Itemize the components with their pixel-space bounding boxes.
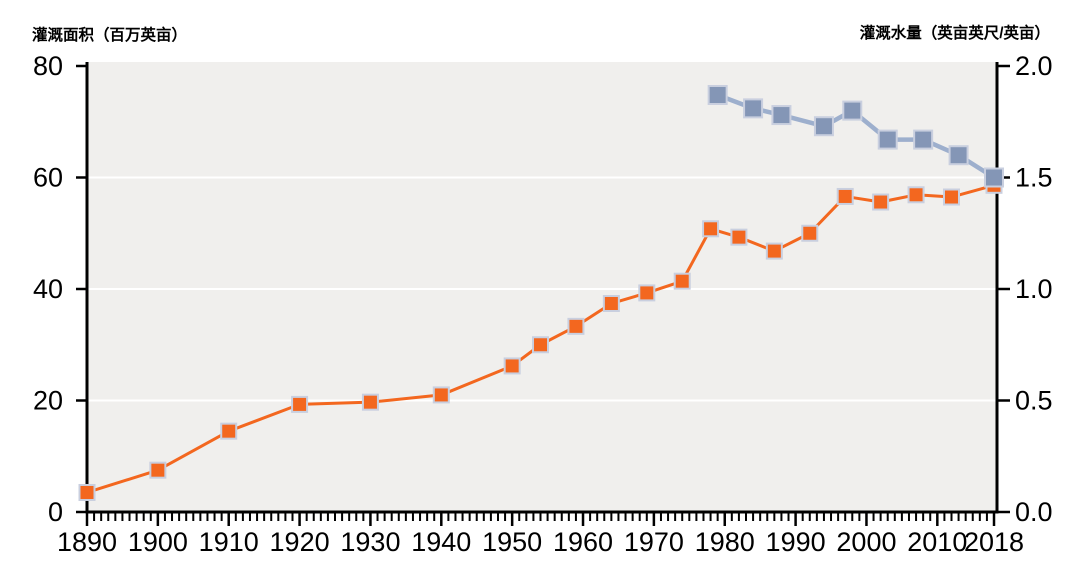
right-axis-title: 灌溉水量（英亩英尺/英亩） [859,25,1050,42]
water-data-marker [842,100,863,121]
area-data-marker [503,357,521,375]
area-data-marker [836,187,854,205]
area-data-marker [730,228,748,246]
y-left-tick-label: 60 [33,163,63,193]
area-data-marker [702,220,720,238]
area-data-marker [567,317,585,335]
area-data-marker [602,294,620,312]
water-data-marker [743,98,764,119]
area-data-marker [765,242,783,260]
area-data-marker [942,188,960,206]
x-tick-label: 1950 [482,527,542,557]
water-data-marker [813,116,834,137]
x-tick-label: 1920 [270,527,330,557]
y-right-tick-label: 1.5 [1015,163,1053,193]
water-data-marker [984,167,1005,188]
y-left-tick-label: 20 [33,386,63,416]
x-tick-label: 1900 [128,527,188,557]
area-data-marker [149,461,167,479]
y-left-tick-label: 40 [33,274,63,304]
x-tick-label: 1970 [624,527,684,557]
area-data-marker [220,422,238,440]
x-tick-label: 1980 [695,527,755,557]
y-right-tick-label: 1.0 [1015,274,1053,304]
area-data-marker [361,393,379,411]
water-data-marker [707,84,728,105]
water-data-marker [771,105,792,126]
x-tick-label: 1930 [340,527,400,557]
x-tick-label: 1910 [199,527,259,557]
x-tick-label: 1890 [57,527,117,557]
y-right-tick-label: 0.5 [1015,386,1053,416]
area-data-marker [638,284,656,302]
plot-background [87,62,997,512]
x-tick-label: 1960 [553,527,613,557]
x-tick-label: 1990 [766,527,826,557]
area-data-marker [872,193,890,211]
x-tick-label: 2010 [907,527,967,557]
x-tick-label: 1940 [411,527,471,557]
y-right-tick-label: 2.0 [1015,51,1053,81]
water-data-marker [877,129,898,150]
area-data-marker [801,224,819,242]
x-tick-label: 2000 [836,527,896,557]
area-data-marker [432,386,450,404]
y-right-tick-label: 0.0 [1015,497,1053,527]
area-data-marker [291,395,309,413]
left-axis-title: 灌溉面积（百万英亩） [32,27,188,44]
water-data-marker [913,129,934,150]
y-left-tick-label: 0 [48,497,63,527]
area-data-marker [673,272,691,290]
area-data-marker [532,336,550,354]
x-tick-label: 2018 [964,527,1024,557]
area-data-marker [78,483,96,501]
water-data-marker [948,145,969,166]
y-left-tick-label: 80 [33,51,63,81]
area-data-marker [907,186,925,204]
